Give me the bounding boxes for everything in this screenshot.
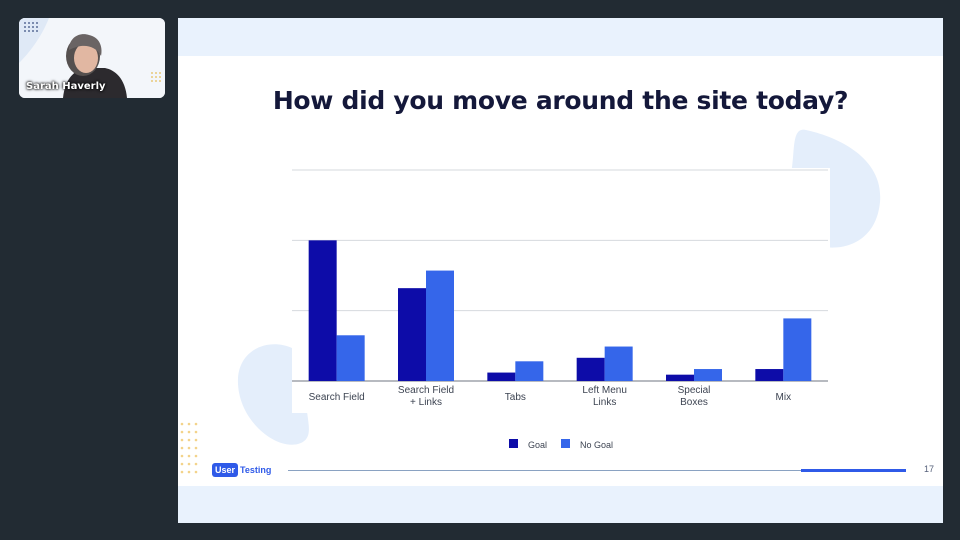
decorative-dot: [194, 462, 198, 466]
category-label-line: Tabs: [505, 392, 526, 403]
logo-box-text: User: [212, 463, 239, 477]
category-label-line: Links: [593, 397, 616, 408]
person-face: [74, 43, 98, 73]
bar-no-goal: [783, 318, 812, 381]
category-label: Search Field + Links: [398, 385, 454, 408]
bar-goal: [398, 288, 426, 381]
decorative-dot: [180, 454, 184, 458]
decorative-dot: [180, 446, 184, 450]
decorative-dot: [187, 422, 191, 426]
category-label: Left Menu Links: [582, 385, 626, 408]
legend-swatch-goal: [509, 439, 518, 448]
category-label-line: + Links: [410, 397, 442, 408]
bar-no-goal: [515, 361, 544, 381]
participant-name-label: Sarah Haverly: [26, 81, 106, 92]
category-label-line: Search Field: [309, 392, 365, 403]
decorative-dot: [194, 430, 198, 434]
decorative-dot: [180, 438, 184, 442]
progress-track: [288, 470, 906, 471]
page-number: 17: [924, 464, 935, 474]
decorative-dot: [194, 454, 198, 458]
bar-no-goal: [604, 346, 633, 381]
decorative-dot: [180, 422, 184, 426]
category-label: Mix: [776, 392, 792, 403]
decorative-dot: [180, 430, 184, 434]
bar-goal: [755, 369, 784, 381]
decorative-dot: [187, 454, 191, 458]
decorative-dots: [24, 22, 38, 32]
usertesting-logo: User Testing: [212, 462, 271, 478]
decorative-dot: [180, 470, 184, 474]
decorative-dot: [194, 470, 198, 474]
presentation-slide: Search Field Search Field + Links Tabs Left …: [178, 18, 943, 523]
category-label-line: Left Menu: [582, 385, 626, 396]
category-label-line: Special: [678, 385, 711, 396]
participant-video-feed: [19, 18, 165, 98]
bar-goal: [666, 374, 694, 381]
legend-label-goal: Goal: [528, 440, 547, 450]
bar-no-goal: [336, 335, 365, 381]
decorative-dot: [187, 430, 191, 434]
chart-plot-background: [292, 168, 830, 413]
bar-goal: [487, 372, 516, 381]
participant-video-tile[interactable]: Sarah Haverly: [19, 18, 165, 98]
decorative-dot: [187, 446, 191, 450]
decorative-dot: [194, 438, 198, 442]
decorative-dot: [187, 462, 191, 466]
progress-indicator: [801, 469, 906, 472]
legend-label-no-goal: No Goal: [580, 440, 613, 450]
bar-goal: [576, 357, 605, 381]
decorative-dot: [187, 438, 191, 442]
bar-no-goal: [694, 369, 722, 381]
decorative-dot: [194, 422, 198, 426]
decorative-dot: [180, 462, 184, 466]
bar-goal: [308, 240, 337, 381]
category-label-line: Mix: [776, 392, 792, 403]
category-label-line: Search Field: [398, 385, 454, 396]
logo-text: Testing: [240, 465, 272, 475]
category-label: Special Boxes: [678, 385, 711, 408]
slide-bottom-band: [178, 486, 943, 523]
category-label: Tabs: [505, 392, 526, 403]
category-label-line: Boxes: [680, 397, 708, 408]
legend-swatch-no-goal: [561, 439, 570, 448]
bar-no-goal: [426, 270, 454, 381]
decorative-dots-left: [180, 422, 198, 474]
decorative-dot: [187, 470, 191, 474]
slide-top-band: [178, 18, 943, 56]
decorative-dot: [194, 446, 198, 450]
decorative-blob-left: [237, 344, 309, 445]
slide-title: How did you move around the site today?: [272, 86, 849, 115]
category-label: Search Field: [309, 392, 365, 403]
person-shoulders: [63, 68, 127, 98]
